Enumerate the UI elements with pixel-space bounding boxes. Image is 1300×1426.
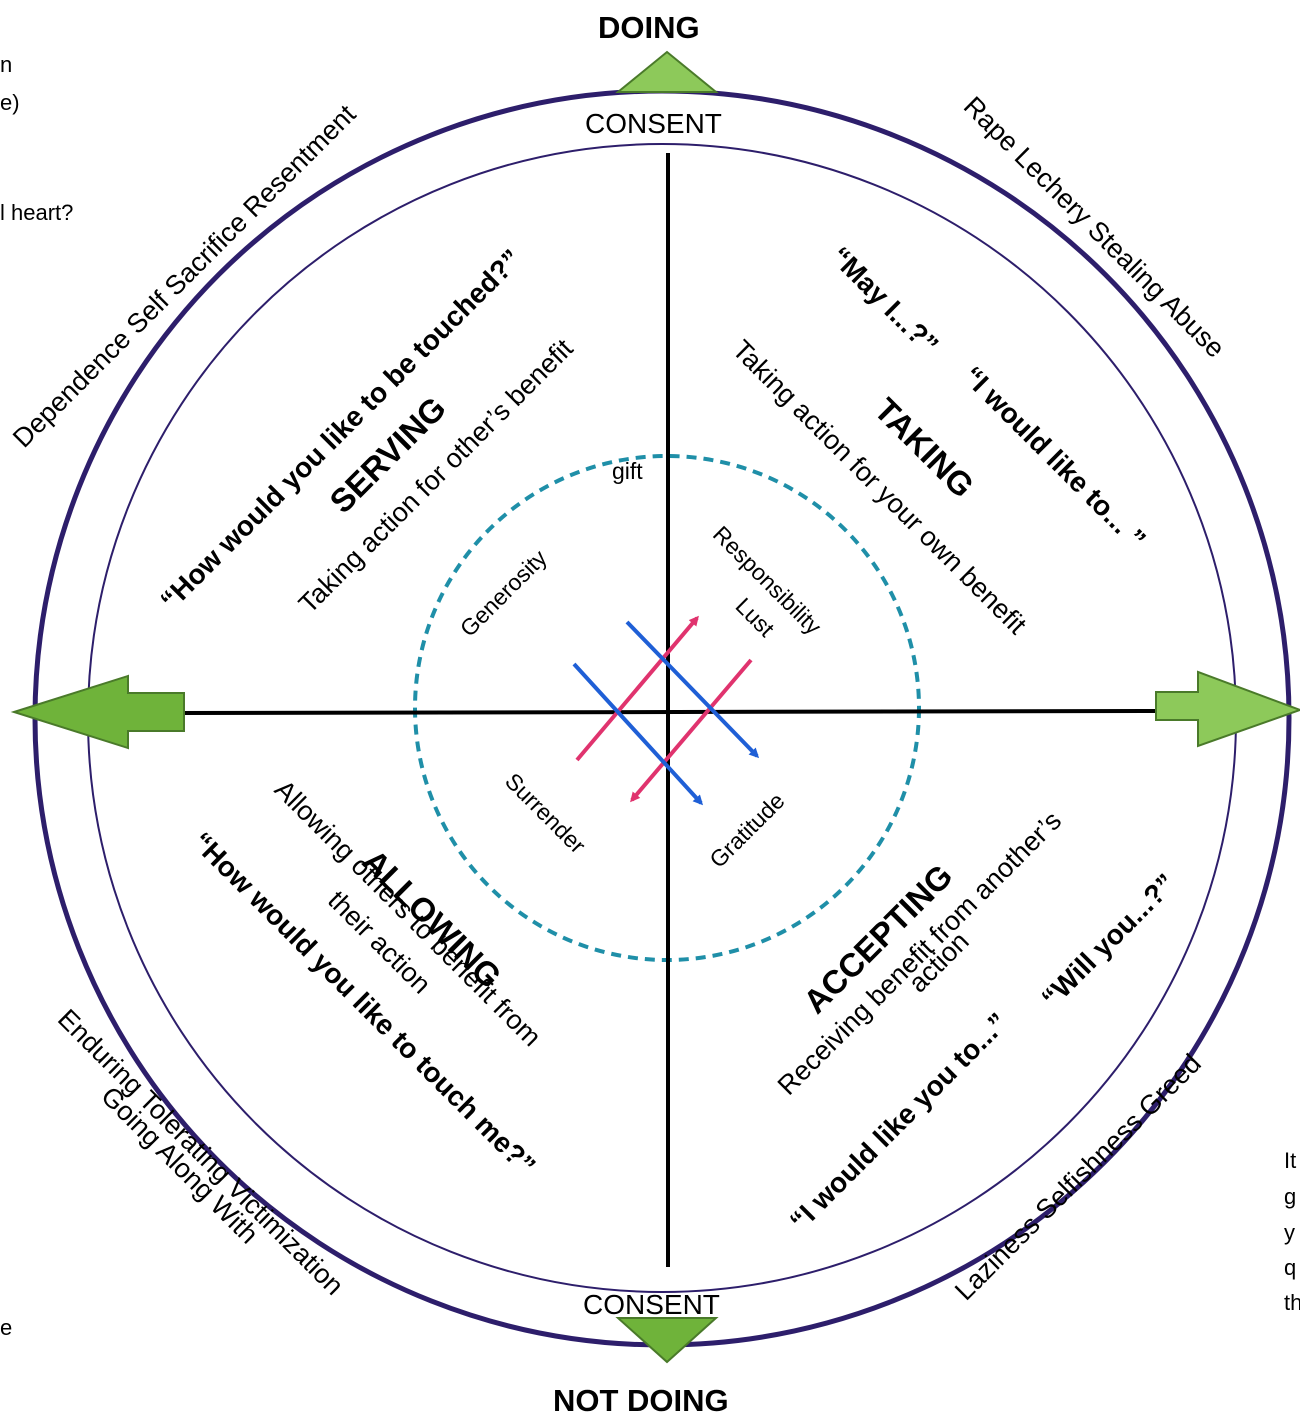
arrow-down-icon: [615, 1317, 719, 1364]
consent-top-label: CONSENT: [585, 108, 722, 139]
consent-bottom-label: CONSENT: [583, 1289, 720, 1320]
blue-arrow-right: [625, 620, 760, 759]
margin-left-3: l heart?: [0, 200, 74, 225]
blue-arrow-left-down: [572, 662, 704, 806]
arrow-left-icon: [10, 674, 185, 750]
pink-arrow-down: [630, 658, 753, 803]
margin-right-1: It: [1284, 1148, 1297, 1173]
margin-left-1: n: [0, 52, 13, 77]
margin-right-3: y: [1284, 1220, 1295, 1245]
margin-right-4: q: [1284, 1255, 1297, 1280]
arrow-right-icon: [1155, 670, 1300, 748]
margin-right-2: g: [1284, 1184, 1297, 1209]
not-doing-label: NOT DOING: [553, 1383, 729, 1418]
margin-left-4: e: [0, 1315, 13, 1340]
horizontal-axis: [179, 709, 1159, 715]
gift-label: gift: [612, 458, 643, 484]
margin-right-5: th: [1284, 1290, 1300, 1315]
arrow-up-icon: [615, 50, 719, 93]
pink-arrow-up: [575, 615, 699, 762]
margin-left-2: e): [0, 90, 20, 115]
inner-ring: [87, 143, 1237, 1293]
doing-label: DOING: [598, 10, 700, 45]
